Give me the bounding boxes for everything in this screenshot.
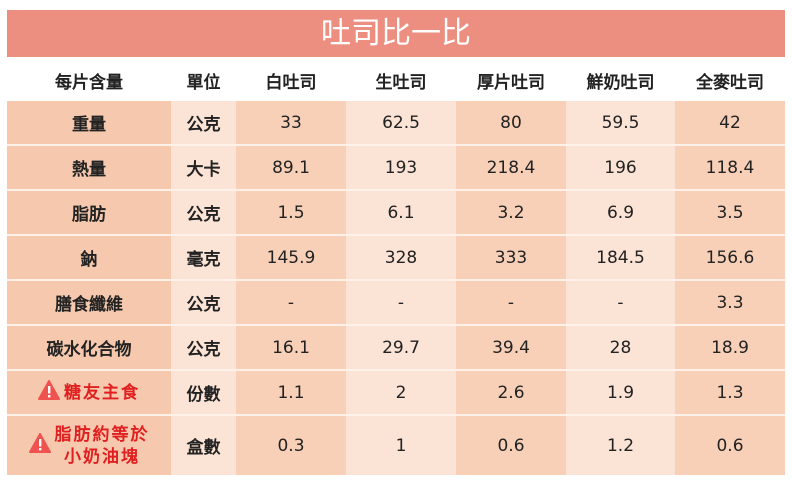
value-cell: - [566, 280, 675, 326]
row-label: 脂肪 [7, 190, 171, 236]
unit-cell: 公克 [171, 325, 236, 371]
row-label-text: 脂肪約等於 [54, 424, 150, 445]
value-cell: 42 [675, 101, 785, 146]
value-cell: 18.9 [675, 325, 785, 371]
value-cell: 196 [566, 145, 675, 191]
row-label-text-2: 小奶油塊 [64, 446, 140, 467]
row-label: 重量 [7, 101, 171, 146]
warning-icon [38, 379, 60, 406]
value-cell: 0.3 [236, 415, 346, 475]
table-row: 糖友主食 份數 1.1 2 2.6 1.9 1.3 [7, 370, 785, 416]
value-cell: 39.4 [456, 325, 566, 371]
value-cell: 1.3 [675, 370, 785, 416]
value-cell: 3.2 [456, 190, 566, 236]
column-header: 全麥吐司 [675, 59, 785, 101]
value-cell: 145.9 [236, 235, 346, 281]
value-cell: 16.1 [236, 325, 346, 371]
value-cell: 6.9 [566, 190, 675, 236]
row-label: 鈉 [7, 235, 171, 281]
value-cell: 156.6 [675, 235, 785, 281]
column-header: 單位 [171, 59, 236, 101]
value-cell: 2.6 [456, 370, 566, 416]
value-cell: 2 [346, 370, 456, 416]
value-cell: 0.6 [675, 415, 785, 475]
value-cell: 1.1 [236, 370, 346, 416]
table-row: 脂肪約等於 小奶油塊 盒數 0.3 1 0.6 1.2 0.6 [7, 415, 785, 475]
unit-cell: 公克 [171, 190, 236, 236]
unit-cell: 份數 [171, 370, 236, 416]
row-label-text: 糖友主食 [64, 382, 140, 403]
value-cell: 1.9 [566, 370, 675, 416]
table-row: 脂肪 公克 1.5 6.1 3.2 6.9 3.5 [7, 190, 785, 236]
row-label: 糖友主食 [7, 370, 171, 416]
value-cell: 118.4 [675, 145, 785, 191]
value-cell: 193 [346, 145, 456, 191]
value-cell: 59.5 [566, 101, 675, 146]
column-header: 每片含量 [7, 59, 171, 101]
value-cell: 62.5 [346, 101, 456, 146]
value-cell: 1.5 [236, 190, 346, 236]
value-cell: - [346, 280, 456, 326]
table-row: 碳水化合物 公克 16.1 29.7 39.4 28 18.9 [7, 325, 785, 371]
row-label: 脂肪約等於 小奶油塊 [7, 415, 171, 475]
unit-cell: 毫克 [171, 235, 236, 281]
value-cell: 89.1 [236, 145, 346, 191]
value-cell: 3.5 [675, 190, 785, 236]
unit-cell: 公克 [171, 101, 236, 146]
value-cell: - [456, 280, 566, 326]
value-cell: 29.7 [346, 325, 456, 371]
value-cell: 3.3 [675, 280, 785, 326]
warning-icon [28, 432, 51, 459]
unit-cell: 大卡 [171, 145, 236, 191]
comparison-table: 每片含量 單位 白吐司 生吐司 厚片吐司 鮮奶吐司 全麥吐司 重量 公克 33 62.5 80 59.… [7, 59, 785, 475]
value-cell: 1 [346, 415, 456, 475]
value-cell: 33 [236, 101, 346, 146]
unit-cell: 盒數 [171, 415, 236, 475]
value-cell: 184.5 [566, 235, 675, 281]
column-header: 生吐司 [346, 59, 456, 101]
column-header: 白吐司 [236, 59, 346, 101]
table-row: 鈉毫克 145.9 328 333 184.5 156.6 [7, 235, 785, 281]
row-label: 碳水化合物 [7, 325, 171, 371]
value-cell: 28 [566, 325, 675, 371]
unit-cell: 公克 [171, 280, 236, 326]
value-cell: 218.4 [456, 145, 566, 191]
value-cell: 1.2 [566, 415, 675, 475]
row-label: 膳食纖維 [7, 280, 171, 326]
page-title: 吐司比一比 [7, 10, 785, 57]
table-row: 重量 公克 33 62.5 80 59.5 42 [7, 101, 785, 146]
column-header: 厚片吐司 [456, 59, 566, 101]
header-row: 每片含量 單位 白吐司 生吐司 厚片吐司 鮮奶吐司 全麥吐司 [7, 59, 785, 101]
row-label: 熱量 [7, 145, 171, 191]
value-cell: 328 [346, 235, 456, 281]
table-row: 熱量 大卡 89.1 193 218.4 196 118.4 [7, 145, 785, 191]
value-cell: - [236, 280, 346, 326]
value-cell: 333 [456, 235, 566, 281]
column-header: 鮮奶吐司 [566, 59, 675, 101]
value-cell: 0.6 [456, 415, 566, 475]
table-row: 膳食纖維 公克 - - - -3.3 [7, 280, 785, 326]
value-cell: 6.1 [346, 190, 456, 236]
value-cell: 80 [456, 101, 566, 146]
